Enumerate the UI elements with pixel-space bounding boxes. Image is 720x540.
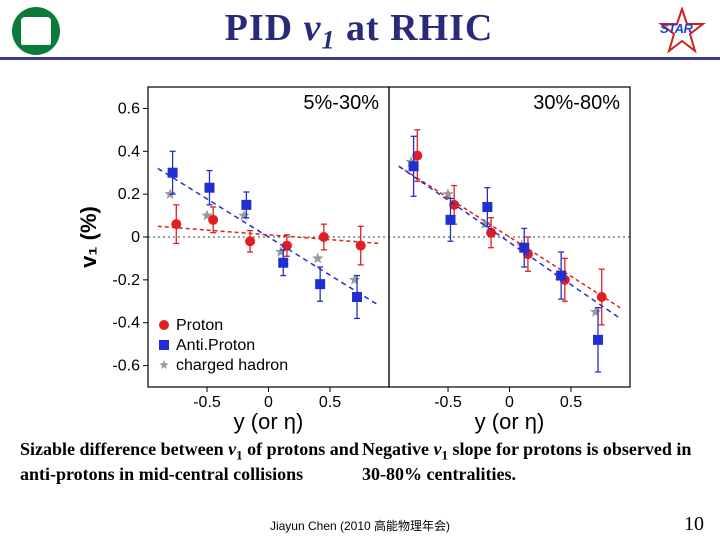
svg-text:5%-30%: 5%-30% <box>303 92 379 114</box>
caption-row: Sizable difference between v1 of protons… <box>0 435 720 484</box>
page-number: 10 <box>684 513 704 536</box>
svg-text:-0.5: -0.5 <box>434 394 462 411</box>
svg-text:charged hadron: charged hadron <box>176 357 288 374</box>
title-rest: at RHIC <box>346 7 493 49</box>
title-pid: PID <box>225 7 293 49</box>
chart-figure: -0.6-0.4-0.200.20.40.6v₁ (%)-0.500.5y (o… <box>80 75 640 435</box>
svg-text:0.5: 0.5 <box>319 394 341 411</box>
svg-text:-0.6: -0.6 <box>112 358 140 375</box>
footer-text: Jiayun Chen (2010 高能物理年会) <box>0 517 720 534</box>
svg-text:Anti.Proton: Anti.Proton <box>176 337 255 354</box>
caption-right: Negative v1 slope for protons is observe… <box>362 439 712 484</box>
header: PID v1 at RHIC STAR <box>0 0 720 60</box>
title-v: v <box>304 7 322 49</box>
svg-text:30%-80%: 30%-80% <box>533 92 620 114</box>
svg-text:0: 0 <box>131 229 140 246</box>
svg-text:y (or η): y (or η) <box>475 409 545 434</box>
caption-left-1: Sizable difference between <box>20 439 228 459</box>
svg-text:y (or η): y (or η) <box>234 409 304 434</box>
svg-text:0.6: 0.6 <box>118 100 140 117</box>
university-logo <box>12 7 60 55</box>
svg-text:0.2: 0.2 <box>118 186 140 203</box>
star-logo: STAR <box>658 7 708 55</box>
svg-text:0.5: 0.5 <box>560 394 582 411</box>
star-logo-text: STAR <box>660 21 692 36</box>
svg-text:-0.5: -0.5 <box>193 394 221 411</box>
title-sub: 1 <box>321 25 335 54</box>
svg-text:v₁ (%): v₁ (%) <box>80 206 101 268</box>
page-title: PID v1 at RHIC <box>225 6 494 56</box>
caption-left-v: v <box>228 439 236 459</box>
caption-left: Sizable difference between v1 of protons… <box>20 439 360 484</box>
svg-text:-0.4: -0.4 <box>112 315 140 332</box>
svg-text:-0.2: -0.2 <box>112 272 140 289</box>
svg-text:Proton: Proton <box>176 317 223 334</box>
svg-text:0.4: 0.4 <box>118 143 140 160</box>
caption-right-1: Negative <box>362 439 433 459</box>
